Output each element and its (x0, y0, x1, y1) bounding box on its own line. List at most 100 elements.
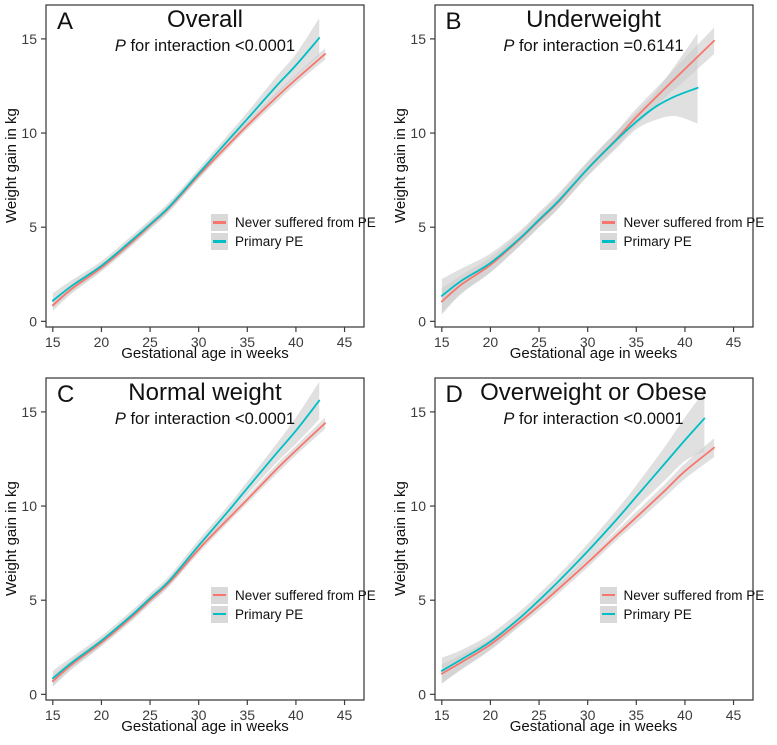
x-tick-label: 35 (240, 334, 256, 350)
panel-letter: B (445, 8, 462, 35)
panel-border (45, 376, 365, 701)
y-tick-label: 15 (410, 403, 426, 419)
y-tick-label: 5 (418, 592, 426, 608)
series-line (51, 37, 321, 302)
legend: Never suffered from PE Primary PE (211, 586, 376, 623)
panel-title: Underweight (526, 6, 661, 33)
x-tick-label: 40 (288, 707, 304, 723)
p-symbol: P (114, 409, 126, 428)
legend-key (599, 214, 617, 231)
legend-label: Primary PE (623, 234, 692, 249)
legend: Never suffered from PE Primary PE (211, 214, 376, 250)
x-axis-title: Gestational age in weeks (509, 345, 678, 362)
x-tick-label: 30 (579, 707, 595, 723)
x-tick-label: 20 (94, 707, 110, 723)
panel-letter: A (57, 8, 74, 35)
legend-key (211, 214, 228, 231)
y-tick-label: 15 (21, 403, 37, 419)
ci-band (441, 390, 704, 684)
legend-entry-primary-pe: Primary PE (211, 233, 376, 250)
legend-key (211, 233, 228, 250)
legend-key (211, 605, 228, 623)
x-tick-label: 30 (579, 334, 595, 350)
legend-key (599, 605, 617, 623)
series-line (51, 421, 327, 682)
p-value: for interaction =0.6141 (514, 37, 684, 55)
p-symbol: P (503, 37, 515, 55)
ci-band (441, 33, 698, 313)
chart-plot-underweight: 15 20 25 30 35 40 45 0 5 10 15 (410, 4, 754, 350)
legend-label: Never suffered from PE (623, 215, 765, 230)
teal-line-swatch (213, 240, 226, 243)
series-line (440, 417, 705, 672)
legend-entry-never-pe: Never suffered from PE (211, 586, 376, 604)
x-tick-label: 30 (191, 707, 207, 723)
panel-border (433, 376, 754, 701)
panel-a-overall: 15 20 25 30 35 40 45 0 5 10 15 A Overall P for int… (0, 0, 389, 373)
x-tick-label: 25 (531, 707, 547, 723)
y-tick-label: 5 (29, 219, 37, 235)
x-tick-label: 20 (94, 334, 110, 350)
chart-plot-overweight-obese: 15 20 25 30 35 40 45 0 5 10 15 (410, 376, 754, 723)
teal-line-swatch (213, 612, 226, 616)
x-tick-label: 40 (677, 707, 693, 723)
x-axis-title: Gestational age in weeks (121, 717, 289, 735)
y-axis-title: Weight gain in kg (391, 108, 409, 224)
ci-band (52, 18, 320, 309)
panel-letter: C (57, 380, 75, 408)
legend-entry-primary-pe: Primary PE (599, 605, 765, 623)
y-tick-label: 0 (418, 313, 426, 329)
teal-line-swatch (601, 612, 615, 616)
y-tick-label: 10 (410, 125, 426, 141)
y-tick-label: 15 (21, 31, 37, 47)
legend-entry-never-pe: Never suffered from PE (599, 586, 764, 604)
legend-label: Primary PE (235, 606, 304, 622)
x-tick-label: 30 (191, 334, 207, 350)
y-axis-title: Weight gain in kg (391, 481, 409, 596)
y-tick-label: 10 (410, 498, 426, 514)
teal-line-swatch (601, 240, 615, 243)
x-tick-label: 35 (240, 707, 256, 723)
legend-label: Primary PE (623, 606, 692, 622)
p-interaction-text: P for interaction <0.0001 (46, 410, 364, 429)
x-axis-title: Gestational age in weeks (121, 345, 289, 362)
red-line-swatch (213, 221, 226, 224)
legend-label: Primary PE (235, 234, 304, 249)
x-tick-label: 15 (434, 707, 450, 723)
panel-title: Overweight or Obese (480, 378, 707, 406)
red-line-swatch (601, 221, 615, 224)
legend-entry-never-pe: Never suffered from PE (599, 214, 765, 231)
p-value: for interaction <0.0001 (125, 37, 296, 55)
p-symbol: P (503, 409, 515, 428)
x-tick-label: 20 (482, 707, 498, 723)
x-tick-label: 35 (628, 707, 644, 723)
legend-entry-primary-pe: Primary PE (599, 233, 765, 250)
x-tick-label: 45 (725, 707, 741, 723)
legend-key (211, 586, 228, 604)
x-tick-label: 35 (628, 334, 644, 350)
series-line (440, 446, 715, 675)
x-tick-label: 20 (482, 334, 498, 350)
y-tick-label: 10 (21, 125, 37, 141)
legend-entry-never-pe: Never suffered from PE (211, 214, 376, 231)
legend: Never suffered from PE Primary PE (599, 586, 765, 623)
chart-plot-normal-weight: 15 20 25 30 35 40 45 0 5 10 15 (21, 376, 365, 723)
y-axis-title: Weight gain in kg (3, 481, 20, 596)
x-tick-label: 40 (677, 334, 693, 350)
x-tick-label: 40 (288, 334, 304, 350)
x-tick-label: 45 (337, 334, 353, 350)
p-interaction-text: P for interaction <0.0001 (435, 410, 753, 429)
series-line (51, 399, 321, 679)
p-value: for interaction <0.0001 (125, 409, 296, 428)
p-symbol: P (114, 37, 126, 55)
y-tick-label: 0 (29, 686, 37, 702)
p-interaction-text: P for interaction =0.6141 (435, 37, 753, 56)
y-tick-label: 15 (410, 31, 426, 47)
y-axis-title: Weight gain in kg (3, 108, 20, 224)
chart-plot-overall: 15 20 25 30 35 40 45 0 5 10 15 (21, 4, 365, 350)
y-tick-label: 10 (21, 498, 37, 514)
legend-key (599, 233, 617, 250)
x-tick-label: 15 (45, 707, 61, 723)
x-tick-label: 25 (142, 707, 158, 723)
